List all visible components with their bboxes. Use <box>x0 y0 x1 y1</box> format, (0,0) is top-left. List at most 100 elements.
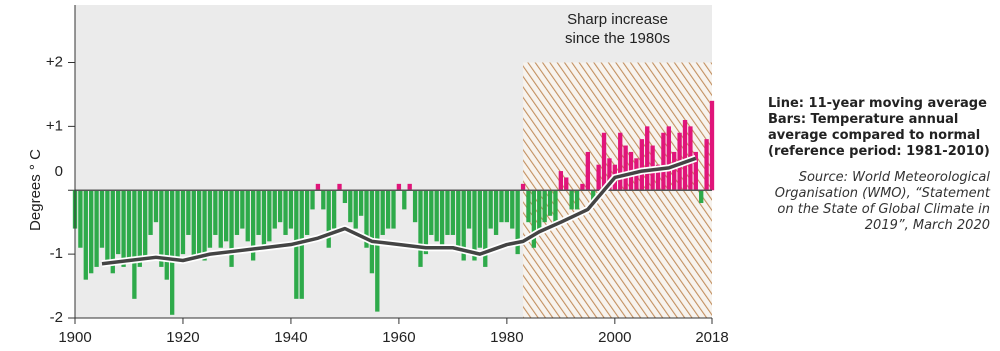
bar <box>596 164 601 191</box>
bar <box>256 190 261 235</box>
bar <box>326 190 331 248</box>
bar <box>591 190 596 204</box>
bar <box>148 190 153 235</box>
x-tick-label: 1960 <box>382 329 415 346</box>
bar <box>240 190 245 229</box>
bar <box>553 190 558 223</box>
bar <box>520 183 526 191</box>
bar <box>607 158 612 191</box>
bar <box>412 190 418 223</box>
moving-average-line <box>101 156 697 266</box>
bar <box>542 190 547 223</box>
notes: Line: 11-year moving average Bars: Tempe… <box>768 96 990 234</box>
x-tick-label: 1980 <box>490 329 523 346</box>
bar <box>245 190 250 242</box>
bar <box>137 190 142 267</box>
bar <box>321 190 326 210</box>
bar <box>439 190 445 248</box>
bar <box>585 151 590 191</box>
bar <box>99 190 105 248</box>
y-tick-label: 0 <box>55 163 63 180</box>
y-tick-label: -1 <box>50 245 63 262</box>
bar <box>569 190 574 210</box>
bar <box>574 190 580 210</box>
bar <box>672 151 677 191</box>
bar <box>466 190 472 229</box>
bar <box>180 190 186 255</box>
bar <box>580 183 585 191</box>
bar <box>94 190 99 267</box>
bar <box>143 190 148 261</box>
bar <box>385 190 391 229</box>
bar <box>331 190 337 229</box>
bars-note: Bars: Temperature annual average compare… <box>768 112 990 159</box>
bar <box>704 139 709 191</box>
bar <box>283 190 288 235</box>
bar <box>709 100 715 191</box>
bar <box>547 190 553 216</box>
bar <box>207 190 213 248</box>
bar <box>315 183 321 191</box>
bar <box>472 190 477 261</box>
bar <box>159 190 164 267</box>
x-tick-label: 1920 <box>166 329 199 346</box>
bar <box>391 190 396 229</box>
bar <box>83 190 88 280</box>
bar <box>164 190 169 280</box>
y-tick-label: -2 <box>50 309 63 326</box>
bar <box>429 190 434 235</box>
bar <box>342 190 348 204</box>
bar <box>499 190 504 223</box>
bar <box>116 190 121 255</box>
bar <box>218 190 223 248</box>
bar <box>105 190 110 261</box>
bar <box>661 132 666 191</box>
annotation: Sharp increase <box>567 11 668 28</box>
line-note: Line: 11-year moving average <box>768 96 987 111</box>
bar <box>288 190 294 229</box>
bar <box>655 164 661 191</box>
bar <box>537 190 542 235</box>
bar <box>423 190 429 255</box>
x-tick-label: 1940 <box>274 329 307 346</box>
bar <box>682 119 688 191</box>
bar <box>645 126 650 191</box>
bar <box>261 190 267 248</box>
bar <box>369 190 375 274</box>
bar <box>515 190 520 255</box>
bar <box>191 190 196 261</box>
bar <box>477 190 483 248</box>
bar <box>666 126 671 191</box>
bar <box>170 190 175 315</box>
bar <box>693 151 698 191</box>
bar <box>504 190 510 223</box>
y-tick-label: +1 <box>46 117 63 134</box>
bar <box>304 190 310 235</box>
bar <box>310 190 315 210</box>
bar <box>153 190 159 223</box>
bar <box>618 132 623 191</box>
bar <box>699 190 704 204</box>
bar <box>267 190 272 242</box>
x-tick-label: 2018 <box>695 329 728 346</box>
bar <box>358 190 364 216</box>
bar <box>121 190 126 267</box>
bar <box>445 190 450 235</box>
bar <box>531 190 537 248</box>
bar <box>407 183 412 191</box>
y-axis-label: Degrees ° C <box>27 149 44 231</box>
bar <box>418 190 423 267</box>
bar <box>558 171 564 191</box>
x-tick-label: 2000 <box>598 329 631 346</box>
bar <box>461 190 466 261</box>
annotation: since the 1980s <box>565 30 670 47</box>
bar <box>488 190 493 229</box>
bar <box>223 190 229 242</box>
bar <box>434 190 439 242</box>
bar <box>493 190 499 235</box>
bar <box>601 132 607 191</box>
bar <box>510 190 515 229</box>
source: Source: World Meteorological Organisatio… <box>774 170 990 233</box>
bar <box>272 190 277 229</box>
